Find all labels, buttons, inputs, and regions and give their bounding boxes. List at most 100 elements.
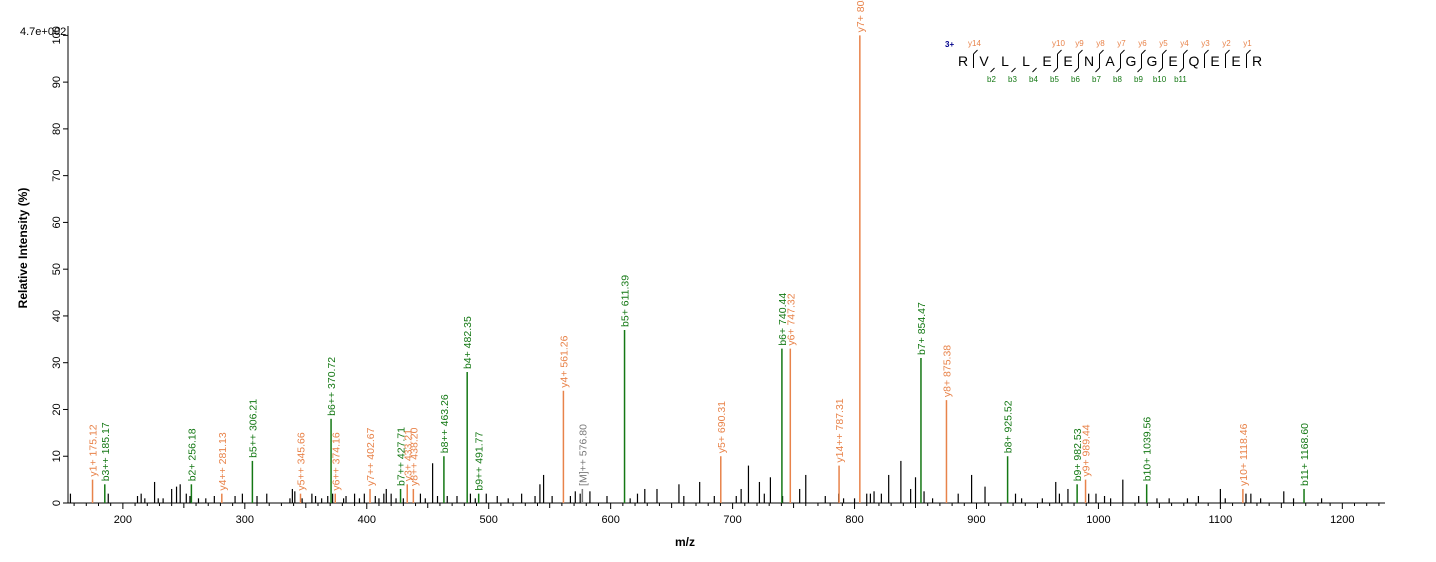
peak-label: b7++ 427.71	[396, 427, 408, 486]
y-tick-label: 0	[51, 500, 63, 506]
b-ion-label: b7	[1092, 75, 1101, 84]
x-axis-label: m/z	[675, 535, 695, 549]
y-fragment-mark	[1141, 49, 1146, 55]
peak-label: b8++ 463.26	[439, 394, 451, 453]
peak-label: y5++ 345.66	[295, 432, 307, 491]
y-fragment-mark	[1183, 49, 1188, 55]
charge-state-label: 3+	[945, 40, 954, 49]
sequence-residue: G	[1126, 53, 1137, 69]
b-ion-label: b10	[1153, 75, 1167, 84]
x-tick-label: 1200	[1330, 514, 1354, 526]
b-fragment-mark	[1074, 67, 1079, 73]
peak-label: y7++ 402.67	[365, 427, 377, 486]
peak-label: y14++ 787.31	[834, 398, 846, 462]
sequence-residue: R	[958, 53, 968, 69]
y-tick-label: 100	[51, 26, 63, 44]
b-fragment-mark	[1137, 67, 1142, 73]
b-ion-label: b2	[987, 75, 996, 84]
peak-label: b5+ 611.39	[620, 275, 632, 327]
peak-label: y4++ 281.13	[217, 432, 229, 491]
y-tick-label: 80	[51, 123, 63, 135]
y-ion-label: y4	[1180, 39, 1189, 48]
y-tick-label: 50	[51, 263, 63, 275]
y-fragment-mark	[1099, 49, 1104, 55]
y-fragment-mark	[1225, 49, 1230, 55]
sequence-residue: E	[1210, 53, 1219, 69]
y-fragment-mark	[1204, 49, 1209, 55]
peak-label: b10+ 1039.56	[1142, 417, 1154, 482]
peak-labels-layer: y1+ 175.12 b3++ 185.17 b2+ 256.18 y4++ 281.…	[88, 0, 1311, 491]
x-tick-label: 500	[480, 514, 498, 526]
peaks-layer	[69, 35, 1323, 503]
peak-label: y3+ 433.21	[402, 429, 414, 481]
peak-label: y9+ 989.44	[1081, 424, 1093, 476]
y-tick-label: 70	[51, 170, 63, 182]
sequence-residue: V	[979, 53, 989, 69]
y-tick-label: 10	[51, 450, 63, 462]
x-tick-label: 800	[845, 514, 863, 526]
y-ion-label: y7	[1117, 39, 1126, 48]
y-tick-label: 30	[51, 357, 63, 369]
peak-label: b2+ 256.18	[186, 428, 198, 481]
y-ion-label: y3	[1201, 39, 1210, 48]
x-tick-label: 1100	[1209, 514, 1233, 526]
peak-label: b6++ 370.72	[326, 357, 338, 416]
y-ion-label: y10	[1052, 39, 1065, 48]
peak-label: b7+ 854.47	[916, 302, 928, 355]
max-intensity-label: 4.7e+002	[20, 26, 66, 38]
x-tick-label: 1000	[1086, 514, 1110, 526]
b-fragment-mark	[1032, 67, 1037, 73]
y-ion-label: y8	[1096, 39, 1105, 48]
peak-label: y6++ 374.16	[330, 432, 342, 491]
b-ion-label: b8	[1113, 75, 1122, 84]
y-ion-label: y14	[968, 39, 981, 48]
sequence-residue: L	[1001, 53, 1009, 69]
peak-label: b3++ 185.17	[100, 422, 112, 481]
b-fragment-mark	[1053, 67, 1058, 73]
sequence-residue: R	[1252, 53, 1262, 69]
y-tick-label: 90	[51, 76, 63, 88]
y-ion-label: y5	[1159, 39, 1168, 48]
peak-label: b11+ 1168.60	[1299, 423, 1311, 486]
x-tick-label: 400	[358, 514, 376, 526]
y-fragment-mark	[973, 49, 978, 55]
peak-label: y1+ 175.12	[88, 424, 100, 476]
peak-label: b9++ 491.77	[474, 432, 486, 491]
sequence-residue: Q	[1189, 53, 1200, 69]
y-fragment-mark	[1120, 49, 1125, 55]
y-ion-label: y2	[1222, 39, 1231, 48]
peak-label: y7+ 804.35	[855, 0, 867, 32]
sequence-residue: G	[1147, 53, 1158, 69]
y-tick-label: 20	[51, 403, 63, 415]
b-fragment-mark	[1095, 67, 1100, 73]
x-tick-label: 300	[236, 514, 254, 526]
peak-label: b5++ 306.21	[247, 399, 259, 458]
y-tick-label: 40	[51, 310, 63, 322]
y-fragment-mark	[1246, 49, 1251, 55]
y-tick-label: 60	[51, 216, 63, 228]
y-fragment-mark	[1162, 49, 1167, 55]
b-ion-label: b11	[1174, 75, 1187, 84]
peak-label: b4+ 482.35	[462, 316, 474, 369]
b-fragment-mark	[1116, 67, 1121, 73]
b-ion-label: b9	[1134, 75, 1143, 84]
y-fragment-mark	[1078, 49, 1083, 55]
x-tick-label: 600	[601, 514, 619, 526]
axes: 0 10 20 30 40 50 60 70 80 90 100 200 300 400 500 600 700…	[51, 26, 1385, 526]
peak-label: b9+ 982.53	[1072, 428, 1084, 481]
peak-label: [M]++ 576.80	[577, 424, 589, 486]
b-ion-label: b3	[1008, 75, 1017, 84]
y-axis-label: Relative Intensity (%)	[16, 188, 30, 309]
x-tick-label: 200	[114, 514, 132, 526]
y-fragment-mark	[1057, 49, 1062, 55]
b-fragment-mark	[1158, 67, 1163, 73]
sequence-residue: N	[1084, 53, 1094, 69]
b-ion-label: b5	[1050, 75, 1059, 84]
peak-label: y8+ 875.38	[941, 345, 953, 397]
peak-label: y10+ 1118.46	[1238, 423, 1250, 486]
sequence-residue: E	[1063, 53, 1072, 69]
sequence-residue: E	[1042, 53, 1051, 69]
b-ion-label: b4	[1029, 75, 1038, 84]
